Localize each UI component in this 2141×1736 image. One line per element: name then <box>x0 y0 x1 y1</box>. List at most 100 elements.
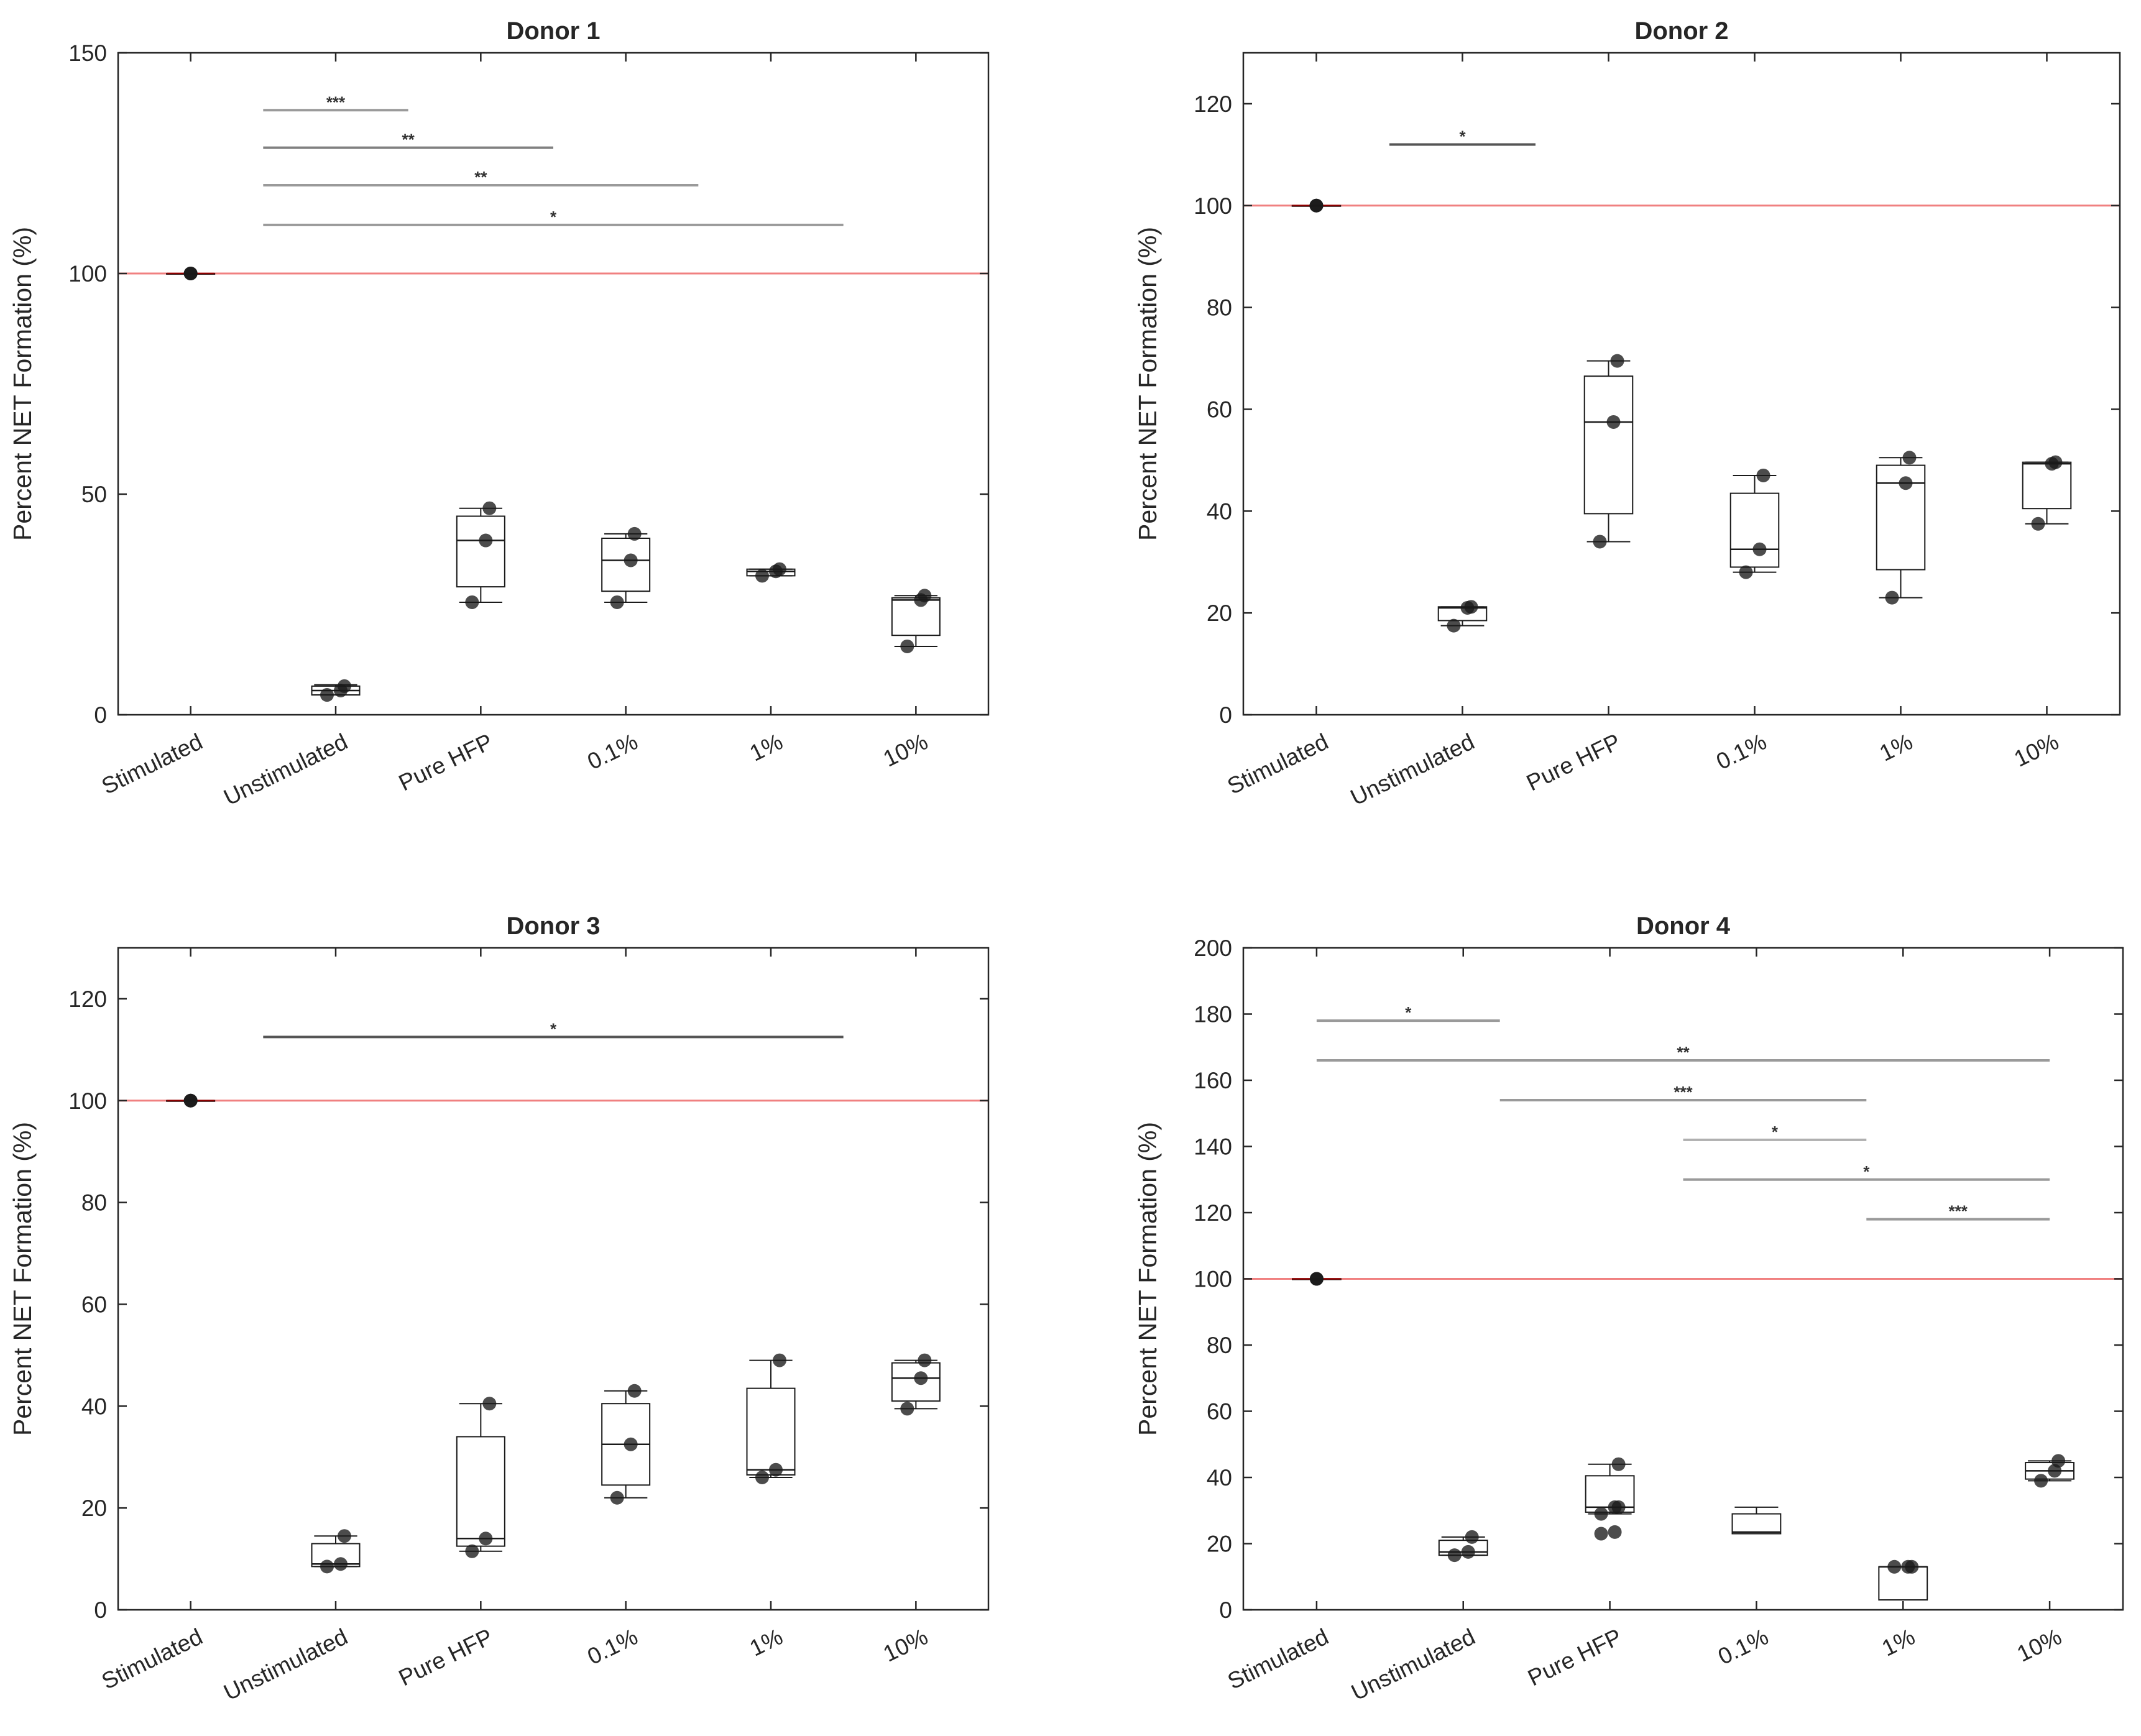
data-point <box>627 526 642 541</box>
significance-label: * <box>1772 1123 1779 1141</box>
significance-label: * <box>550 1019 557 1038</box>
y-tick-label: 150 <box>68 40 107 66</box>
data-point <box>183 267 198 280</box>
data-point <box>610 1490 624 1505</box>
box-4 <box>1731 1506 1782 1535</box>
x-tick-label: Pure HFP <box>395 1623 497 1691</box>
iqr-box <box>1583 375 1634 515</box>
x-tick-label: 0.1% <box>1714 1623 1772 1669</box>
data-point <box>918 1353 932 1367</box>
x-tick-label: Stimulated <box>1223 728 1332 799</box>
data-point <box>465 595 479 609</box>
chart-title: Donor 1 <box>506 17 600 45</box>
iqr-box <box>746 1387 796 1476</box>
y-tick-label: 80 <box>81 1190 107 1216</box>
chart-panel-3: Donor 3 Percent NET Formation (%) 0 20 40 60 8… <box>8 912 990 1706</box>
iqr-box <box>456 1436 505 1547</box>
data-point <box>1465 1530 1479 1544</box>
data-point <box>482 501 497 515</box>
y-tick-label: 40 <box>81 1394 107 1419</box>
data-point <box>755 569 769 583</box>
box-5 <box>1878 1566 1928 1601</box>
box-5 <box>746 1359 796 1478</box>
box-6 <box>2022 461 2072 525</box>
data-point <box>773 1353 786 1367</box>
x-tick-label: Stimulated <box>98 728 206 799</box>
x-tick-label: 10% <box>2013 1623 2066 1666</box>
x-tick-label: 0.1% <box>583 728 642 774</box>
chart-panel-1: Donor 1 Percent NET Formation (%) 0 50 100 15… <box>8 17 990 811</box>
significance-label: * <box>1863 1162 1870 1181</box>
data-point <box>624 553 638 567</box>
y-tick-label: 50 <box>81 482 107 507</box>
axes-frame <box>1242 52 2121 716</box>
significance-label: *** <box>1674 1083 1693 1101</box>
y-axis-label: Percent NET Formation (%) <box>8 1122 37 1436</box>
significance-label: * <box>1459 127 1466 145</box>
data-point <box>900 639 914 653</box>
y-axis-label: Percent NET Formation (%) <box>8 227 37 541</box>
data-point <box>1611 1500 1626 1514</box>
data-point <box>900 1402 914 1416</box>
iqr-box <box>601 538 651 592</box>
x-tick-label: 10% <box>879 1623 932 1666</box>
y-tick-label: 20 <box>1207 1532 1232 1557</box>
box-4 <box>601 533 651 603</box>
data-point <box>1756 468 1770 482</box>
y-tick-label: 100 <box>68 1088 107 1114</box>
box-3 <box>456 507 505 603</box>
data-point <box>482 1397 497 1411</box>
data-point <box>624 1437 638 1451</box>
x-tick-label: 10% <box>2010 728 2063 771</box>
x-tick-label: Stimulated <box>1223 1623 1332 1694</box>
significance-label: *** <box>1949 1202 1968 1221</box>
data-point <box>1610 354 1624 368</box>
x-tick-label: Pure HFP <box>395 728 497 796</box>
data-point <box>479 1532 493 1546</box>
y-tick-label: 40 <box>1207 498 1232 524</box>
x-tick-label: 1% <box>745 1623 786 1661</box>
x-tick-label: Stimulated <box>98 1623 206 1694</box>
y-tick-label: 40 <box>1207 1465 1232 1490</box>
data-point <box>769 1463 783 1477</box>
data-point <box>1887 1559 1902 1574</box>
y-tick-label: 120 <box>1194 1200 1232 1226</box>
y-tick-label: 0 <box>94 702 107 728</box>
chart-panel-2: Donor 2 Percent NET Formation (%) 0 20 40 60 8… <box>1133 17 2121 811</box>
data-point <box>918 589 932 603</box>
y-tick-label: 200 <box>1194 935 1232 961</box>
y-tick-label: 20 <box>81 1495 107 1521</box>
box-4 <box>1729 474 1780 573</box>
data-point <box>755 1471 769 1484</box>
y-tick-label: 20 <box>1207 600 1232 626</box>
y-tick-label: 120 <box>1194 91 1232 117</box>
x-tick-label: 1% <box>1878 1623 1919 1661</box>
y-tick-label: 100 <box>1194 193 1232 219</box>
y-tick-label: 60 <box>81 1292 107 1317</box>
data-point <box>1593 535 1607 549</box>
data-point <box>1611 1457 1626 1471</box>
y-tick-label: 0 <box>1219 1597 1232 1623</box>
iqr-box <box>1878 1566 1928 1601</box>
iqr-box <box>1585 1475 1635 1513</box>
data-point <box>183 1093 198 1108</box>
y-axis-label: Percent NET Formation (%) <box>1133 1122 1162 1436</box>
y-tick-label: 120 <box>68 986 107 1012</box>
y-tick-label: 100 <box>68 261 107 287</box>
iqr-box <box>456 515 505 588</box>
data-point <box>1752 542 1767 556</box>
data-point <box>1899 476 1913 490</box>
x-tick-label: Unstimulated <box>219 728 351 811</box>
data-point <box>2048 455 2063 469</box>
iqr-box <box>2022 461 2072 510</box>
y-tick-label: 0 <box>94 1597 107 1623</box>
box-3 <box>1583 360 1634 543</box>
iqr-box <box>1731 1513 1782 1535</box>
significance-label: ** <box>1677 1043 1690 1062</box>
x-tick-label: 0.1% <box>1712 728 1770 774</box>
data-point <box>627 1384 642 1398</box>
data-point <box>1739 565 1753 579</box>
data-point <box>334 1557 348 1571</box>
y-tick-label: 60 <box>1207 1399 1232 1425</box>
